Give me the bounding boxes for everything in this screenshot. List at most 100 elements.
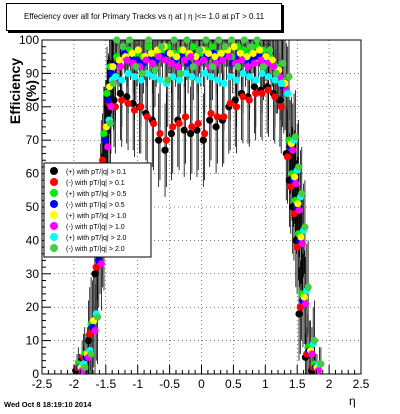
y-tick-label: 30 [26,267,40,281]
data-point [93,313,102,321]
data-point [308,350,316,358]
data-point [125,36,134,44]
data-point [182,69,190,77]
data-point [258,69,266,77]
data-point [130,73,139,81]
data-point [147,49,155,57]
data-point [101,136,109,144]
data-point [196,46,204,54]
data-point [84,337,93,345]
data-point [268,56,276,64]
data-point [157,43,165,51]
data-point [104,143,112,151]
data-point [220,79,228,88]
x-tick-label: 0.5 [225,377,242,391]
data-point [188,73,196,81]
data-point [142,56,150,64]
data-point [173,53,181,61]
data-point [176,69,185,77]
data-point [100,129,108,138]
data-point [199,136,207,144]
data-point [123,93,131,101]
axes: -2.5 -2 -1.5 -1 -0.5 0 0.5 1 1.5 2 2.5 0 10 20 30 40 50 6… [19,33,370,391]
data-point [175,76,183,84]
data-point [109,63,117,71]
x-tick-label: 0 [198,377,205,391]
y-tick-label: 40 [26,233,40,247]
data-point [238,56,246,64]
data-point [277,103,285,111]
x-tick-label: -2.5 [32,377,53,391]
legend-marker [50,200,58,208]
data-point [301,223,309,231]
data-point [155,53,163,61]
data-point [234,63,242,71]
data-point [106,119,114,128]
data-point [240,36,248,44]
data-point [244,63,252,71]
data-point [296,303,304,311]
data-point [103,89,111,98]
data-point [180,56,188,64]
data-point [252,76,260,84]
data-point [291,133,299,141]
data-point [290,210,298,218]
y-tick-label: 20 [26,300,40,314]
data-point [98,156,107,164]
data-point [150,73,158,81]
data-point [161,56,169,64]
data-point [243,53,251,61]
data-point [233,76,241,84]
legend-label: (+) with pT/|q| > 0.5 [66,191,127,198]
data-point [247,43,255,51]
data-point [217,49,225,57]
data-point [194,119,202,128]
data-point [188,123,196,131]
data-point [193,126,201,134]
x-tick-label: -1.5 [95,377,116,391]
legend-marker [50,244,58,252]
data-point [285,73,293,81]
data-point [92,263,100,271]
data-points [72,36,325,375]
x-axis-label: η [349,394,356,408]
data-point [221,43,229,51]
data-point [175,119,183,128]
data-point [226,99,234,108]
y-tick-label: 70 [26,133,40,147]
y-axis-label: Efficiency (%) [7,57,39,125]
timestamp-footer: Wed Oct 8 18:19:10 2014 [4,400,92,409]
data-point [201,69,209,77]
data-point [189,63,197,71]
data-point [149,119,158,128]
data-point [156,129,164,138]
data-point [104,96,112,104]
legend-box [43,162,152,258]
data-point [128,49,136,57]
data-point [284,89,292,98]
legend-label: (+) with pT/|q| > 2.0 [66,235,127,242]
x-tick-label: 2.5 [353,377,370,391]
data-point [134,46,142,54]
data-point [298,190,306,198]
data-point [180,126,188,134]
data-point [304,283,312,291]
data-point [109,79,118,88]
data-point [144,43,153,51]
data-point [202,36,210,44]
data-point [231,96,239,104]
data-point [174,63,182,71]
legend-label: (-) with pT/|q| > 0.1 [66,180,125,187]
data-point [124,99,132,108]
data-point [206,116,214,124]
data-point [270,63,278,71]
y-tick-label: 10 [26,334,40,348]
data-point [164,76,172,84]
data-point [272,69,280,77]
data-point [137,76,145,84]
data-point [283,153,292,161]
data-point [295,310,303,318]
data-point [226,73,234,81]
data-point [289,146,297,154]
y-tick-label: 100 [19,33,39,47]
